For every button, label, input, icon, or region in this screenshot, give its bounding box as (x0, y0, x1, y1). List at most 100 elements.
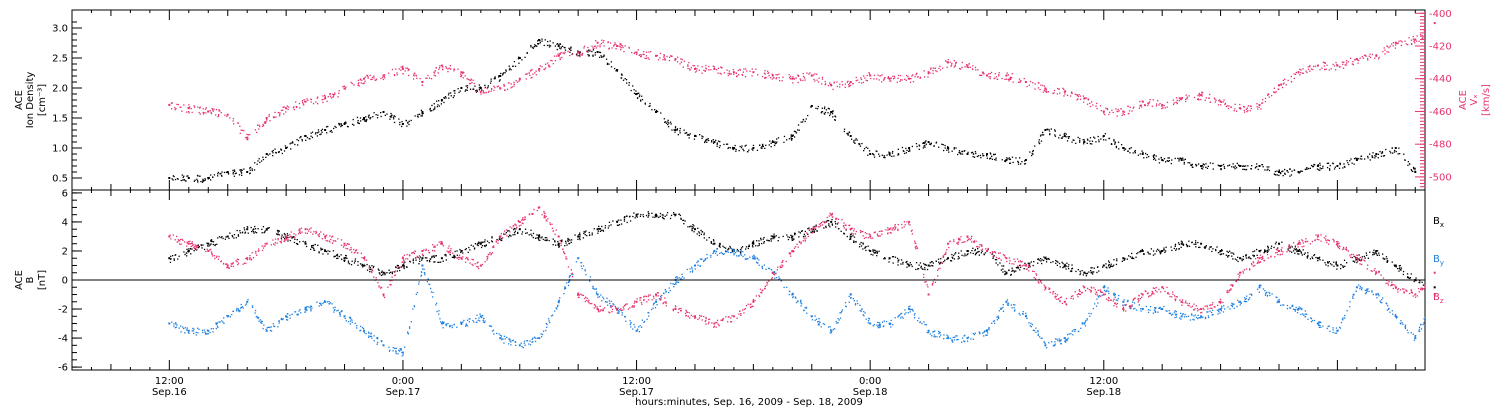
filler-dot (1045, 91, 1047, 93)
filler-dot (806, 72, 808, 74)
filler-dot (1299, 68, 1301, 70)
filler-dot (967, 336, 970, 338)
filler-dot (1365, 54, 1367, 57)
filler-dot (1028, 84, 1030, 86)
filler-dot (202, 244, 204, 246)
filler-dot (1381, 151, 1384, 153)
filler-dot (704, 259, 706, 261)
filler-dot (1268, 291, 1270, 294)
filler-dot (793, 238, 795, 240)
filler-dot (514, 341, 516, 343)
filler-dot (1176, 102, 1178, 105)
filler-dot (445, 255, 447, 257)
filler-dot (197, 244, 199, 246)
filler-dot (729, 245, 731, 248)
filler-dot (1052, 261, 1054, 263)
filler-dot (1059, 266, 1061, 268)
filler-dot (567, 239, 569, 241)
filler-dot (294, 311, 296, 313)
filler-dot (431, 255, 433, 258)
filler-dot (1112, 293, 1115, 295)
filler-dot (773, 144, 776, 147)
filler-dot (311, 131, 314, 133)
filler-dot (434, 255, 436, 257)
filler-dot (972, 156, 974, 158)
filler-dot (773, 141, 775, 143)
filler-dot (1237, 299, 1239, 301)
data-point (635, 51, 638, 54)
filler-dot (345, 255, 347, 257)
filler-dot (591, 232, 593, 234)
filler-dot (406, 266, 408, 268)
filler-dot (1041, 262, 1043, 265)
filler-dot (1082, 95, 1084, 97)
filler-dot (380, 271, 383, 274)
filler-dot (1123, 147, 1125, 149)
filler-dot (823, 107, 826, 110)
filler-dot (849, 237, 852, 239)
filler-dot (849, 84, 852, 87)
filler-dot (442, 322, 444, 324)
filler-dot (311, 245, 313, 247)
filler-dot (816, 230, 818, 232)
filler-dot (986, 334, 988, 336)
filler-dot (788, 74, 790, 76)
filler-dot (313, 249, 316, 251)
filler-dot (656, 55, 658, 57)
filler-dot (679, 130, 681, 132)
filler-dot (275, 116, 277, 118)
filler-dot (939, 65, 941, 67)
data-point (1122, 257, 1125, 260)
filler-dot (1358, 59, 1360, 62)
filler-dot (356, 327, 358, 329)
filler-dot (438, 313, 440, 315)
filler-dot (795, 77, 797, 79)
filler-dot (752, 144, 755, 147)
filler-dot (654, 214, 656, 217)
filler-dot (1108, 267, 1111, 269)
filler-dot (469, 88, 472, 90)
filler-dot (663, 54, 665, 56)
filler-dot (483, 317, 485, 319)
filler-dot (758, 240, 760, 242)
filler-dot (1075, 142, 1077, 144)
filler-dot (1407, 164, 1409, 166)
filler-dot (526, 52, 528, 54)
filler-dot (506, 88, 509, 90)
filler-dot (557, 304, 559, 306)
filler-dot (991, 158, 994, 160)
filler-dot (617, 224, 619, 226)
filler-dot (304, 101, 306, 103)
filler-dot (674, 59, 676, 62)
filler-dot (293, 108, 295, 111)
filler-dot (1423, 30, 1425, 32)
filler-dot (1107, 287, 1109, 289)
data-point (1102, 264, 1105, 267)
filler-dot (287, 240, 289, 242)
filler-dot (395, 351, 397, 353)
filler-dot (469, 249, 471, 251)
filler-dot (393, 118, 395, 120)
filler-dot (436, 106, 439, 108)
filler-dot (648, 215, 650, 217)
filler-dot (1216, 246, 1218, 248)
filler-dot (693, 65, 696, 67)
filler-dot (1188, 245, 1191, 247)
filler-dot (1065, 340, 1067, 342)
filler-dot (961, 254, 963, 256)
filler-dot (324, 95, 326, 97)
filler-dot (1152, 254, 1155, 256)
filler-dot (633, 89, 635, 91)
filler-dot (567, 281, 570, 283)
filler-dot (763, 236, 765, 239)
filler-dot (1066, 140, 1069, 142)
filler-dot (741, 246, 744, 248)
filler-dot (610, 304, 612, 307)
filler-dot (593, 47, 595, 49)
filler-dot (1086, 142, 1088, 144)
filler-dot (1270, 247, 1272, 249)
filler-dot (860, 310, 862, 313)
filler-dot (850, 297, 852, 299)
filler-dot (952, 257, 954, 259)
filler-dot (732, 147, 734, 150)
